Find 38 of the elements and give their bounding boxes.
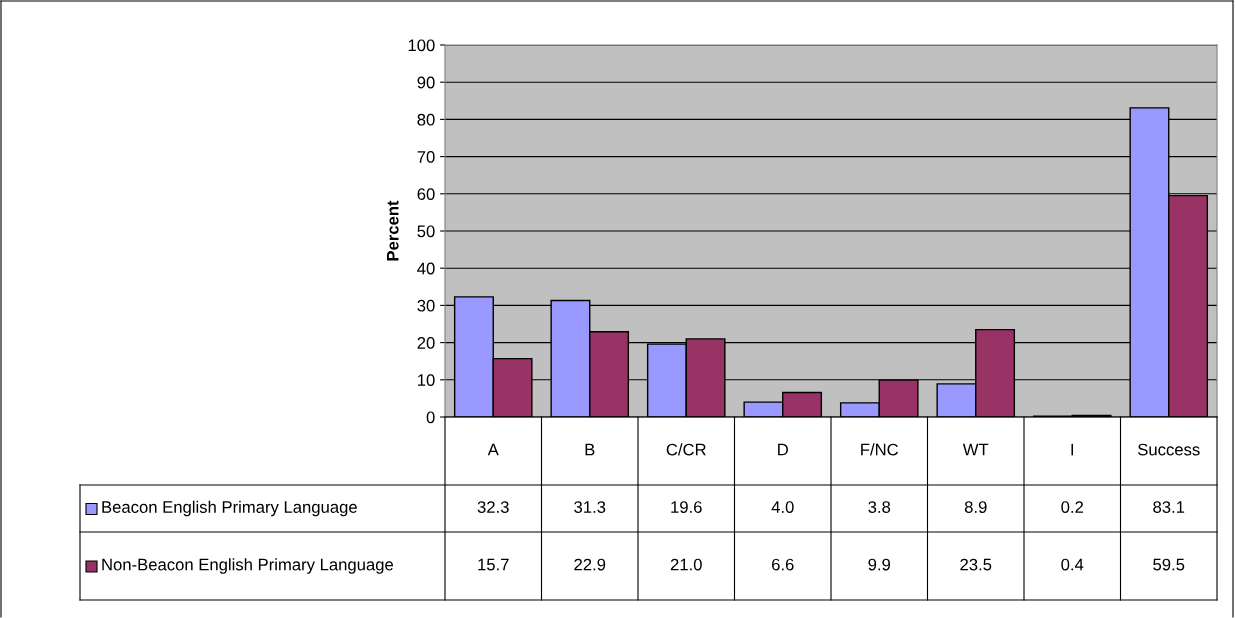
y-tick-label: 10 bbox=[418, 374, 435, 386]
data-label: 83.1 bbox=[1153, 501, 1185, 513]
data-label: 23.5 bbox=[960, 558, 992, 571]
x-tick-label: B bbox=[585, 443, 595, 456]
x-tick-label: A bbox=[487, 443, 499, 456]
data-label: 22.9 bbox=[574, 558, 606, 571]
y-tick-label: 70 bbox=[417, 151, 435, 163]
x-tick-label: I bbox=[1071, 443, 1074, 456]
data-label: 15.7 bbox=[478, 558, 509, 571]
legend-label: Beacon English Primary Language bbox=[102, 500, 357, 517]
data-label: 6.6 bbox=[772, 558, 794, 571]
data-label: 21.0 bbox=[670, 558, 702, 571]
y-tick-label: 0 bbox=[426, 411, 435, 424]
y-tick-label: 90 bbox=[417, 76, 435, 89]
y-tick-label: 40 bbox=[417, 262, 435, 275]
x-tick-label: Success bbox=[1138, 443, 1200, 456]
data-label: 19.6 bbox=[671, 501, 702, 513]
y-tick-label: 100 bbox=[408, 39, 435, 52]
y-tick-label: 20 bbox=[417, 337, 435, 349]
data-label: 59.5 bbox=[1153, 558, 1185, 571]
data-label: 3.8 bbox=[868, 501, 891, 513]
legend-label: Non-Beacon English Primary Language bbox=[102, 558, 394, 574]
data-label: 32.3 bbox=[477, 501, 509, 513]
data-label: 9.9 bbox=[868, 558, 891, 571]
data-label: 31.3 bbox=[574, 501, 606, 513]
x-tick-label: C/CR bbox=[666, 443, 706, 456]
data-label: 8.9 bbox=[964, 501, 987, 513]
data-label: 0.4 bbox=[1061, 558, 1084, 571]
y-tick-label: 50 bbox=[417, 225, 435, 238]
data-label: 4.0 bbox=[771, 501, 794, 513]
x-tick-label: F/NC bbox=[861, 443, 899, 456]
x-tick-label: D bbox=[778, 443, 788, 456]
y-tick-label: 30 bbox=[417, 299, 435, 312]
x-tick-label: WT bbox=[962, 443, 989, 456]
y-axis-title: Percent bbox=[386, 200, 399, 261]
y-tick-label: 60 bbox=[417, 188, 435, 200]
y-tick-label: 80 bbox=[417, 113, 435, 126]
data-label: 0.2 bbox=[1061, 501, 1083, 513]
